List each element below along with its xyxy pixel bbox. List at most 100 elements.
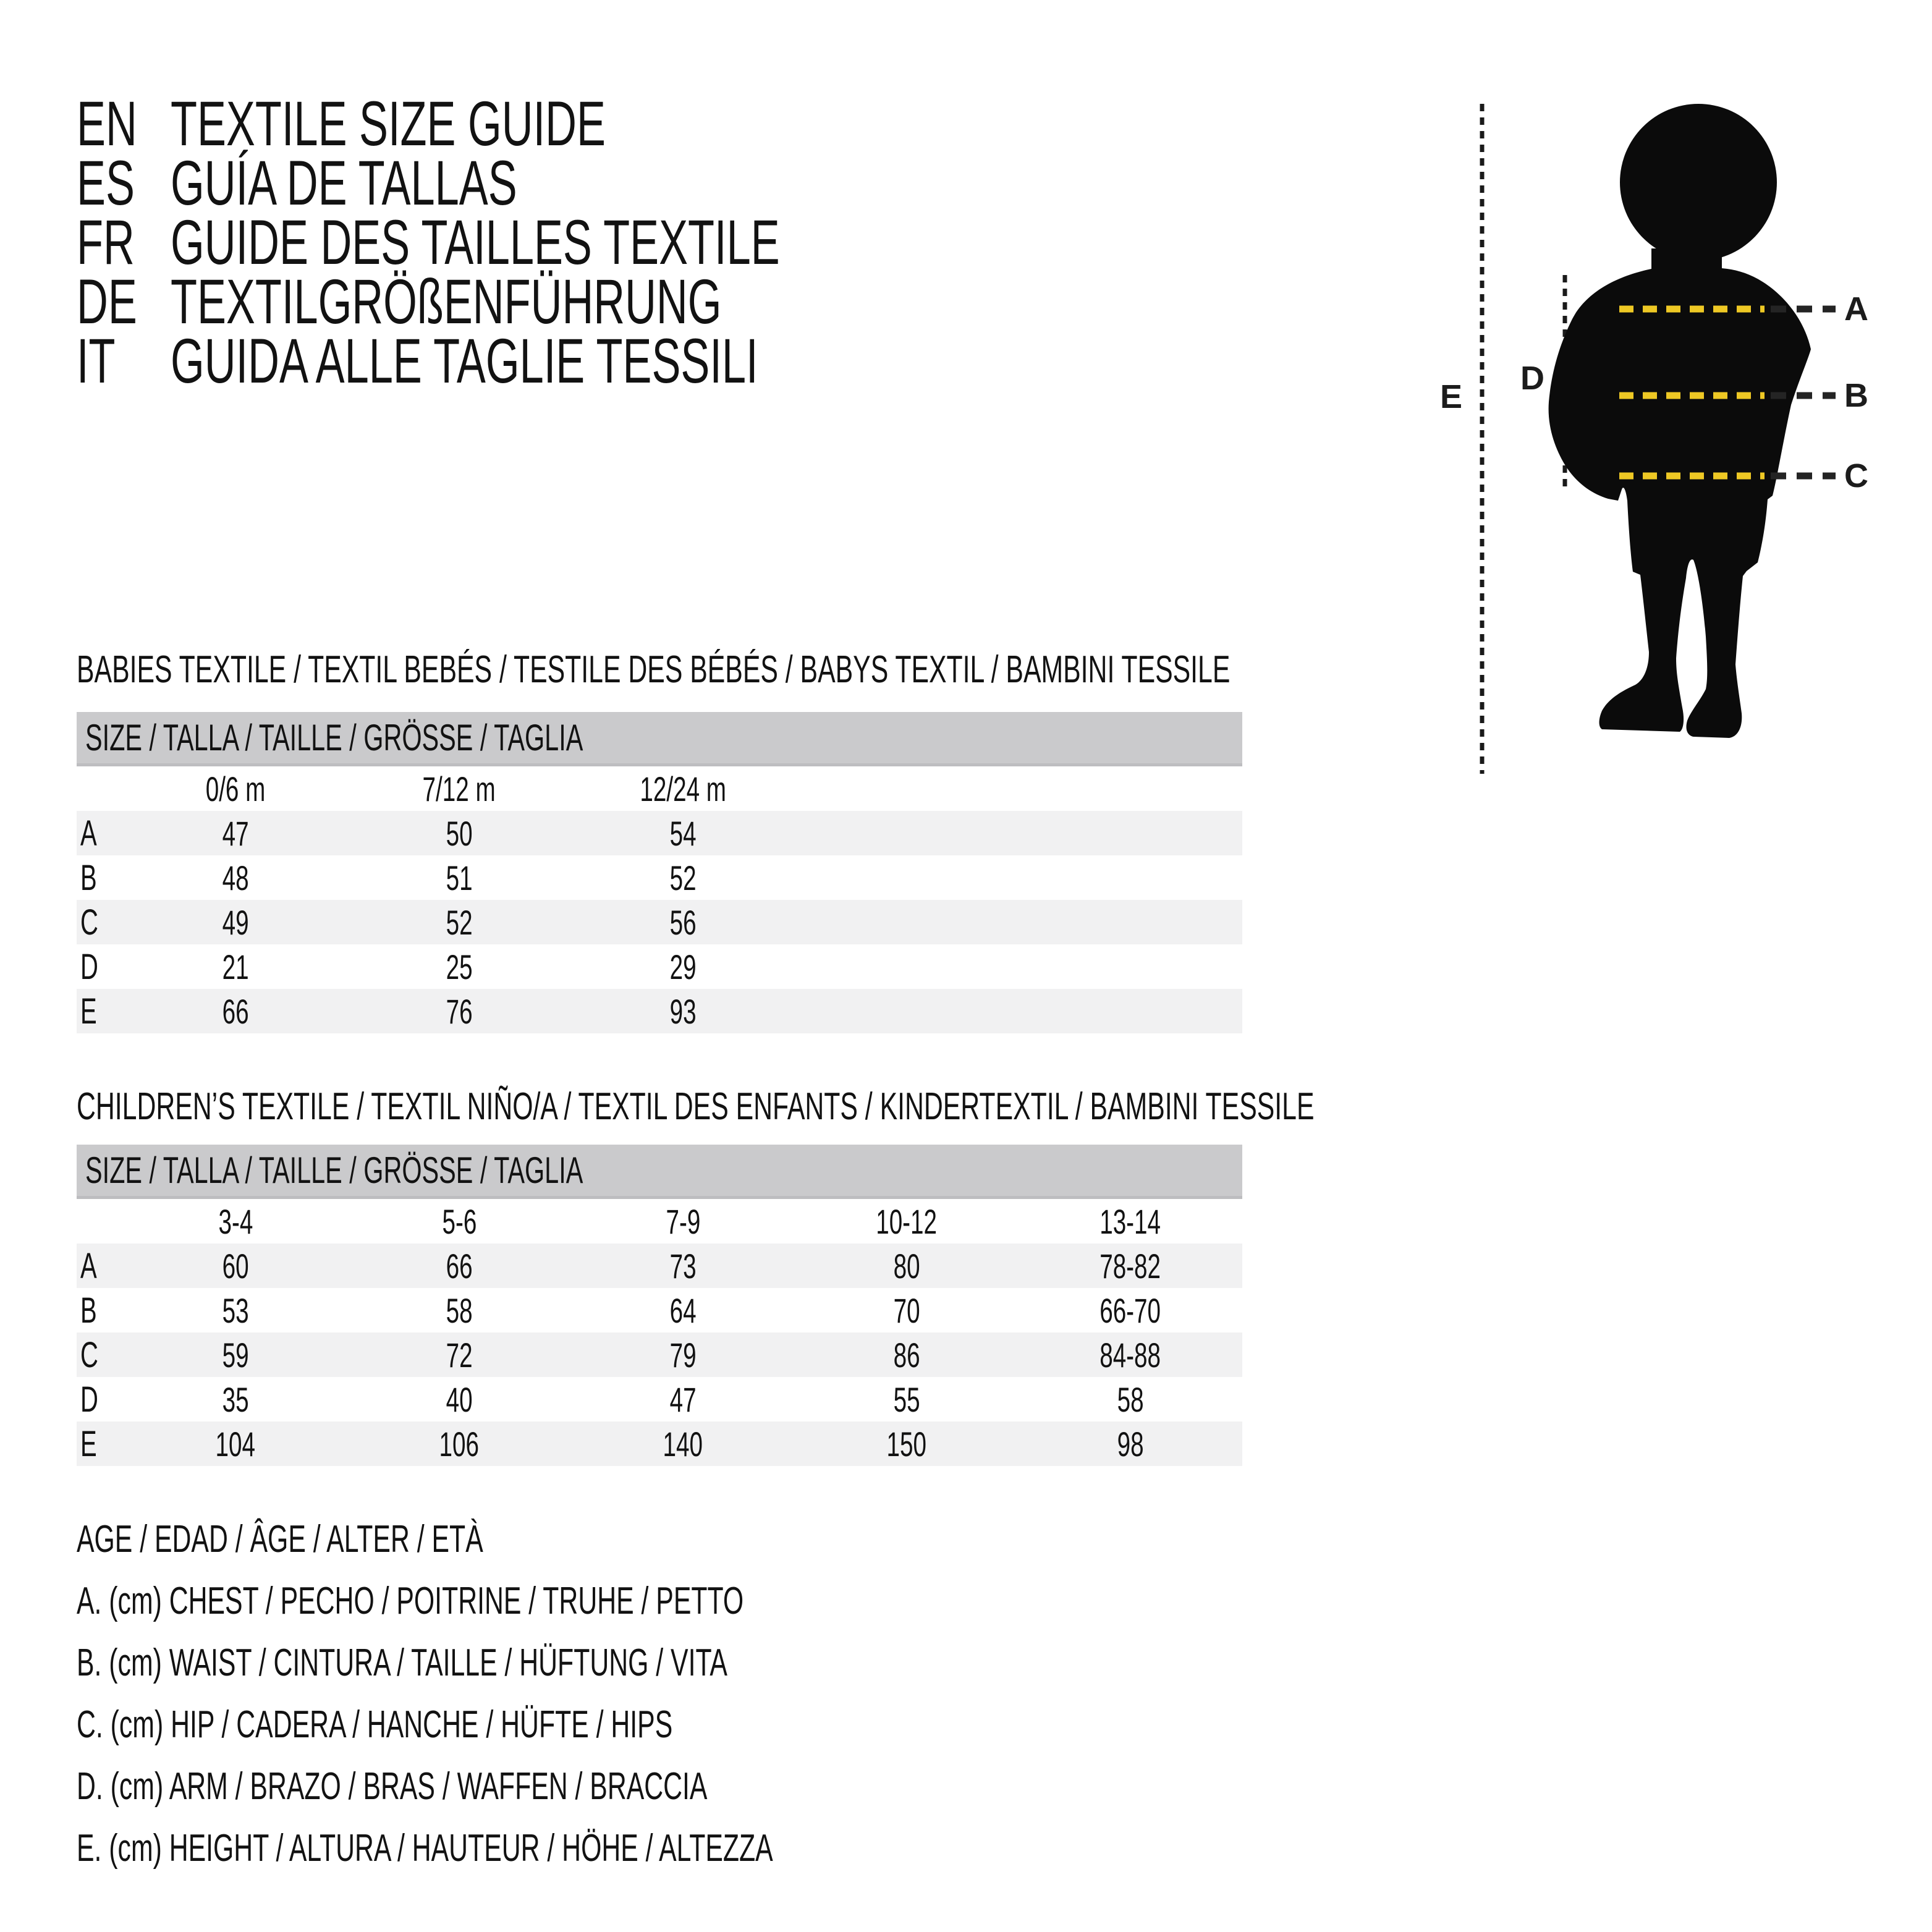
table-cell: 79	[669, 1335, 697, 1375]
language-row-it: IT GUIDA ALLE TAGLIE TESSILI	[77, 326, 1054, 396]
table-cell: 72	[446, 1335, 473, 1375]
babies-size-header-band: SIZE / TALLA / TAILLE / GRÖSSE / TAGLIA	[77, 712, 1242, 766]
table-cell: 66	[446, 1246, 473, 1286]
table-cell: 80	[893, 1246, 920, 1286]
table-row-C: C 49 52 56	[77, 900, 1242, 944]
language-code: ES	[77, 147, 135, 218]
language-guide-title: GUIDA ALLE TAGLIE TESSILI	[171, 325, 758, 396]
table-cell: 51	[446, 858, 473, 897]
babies-section-title: BABIES TEXTILE / TEXTIL BEBÉS / TESTILE …	[77, 648, 1231, 691]
table-cell: 35	[222, 1379, 249, 1419]
row-label: E	[80, 991, 97, 1032]
table-cell: 47	[222, 813, 249, 853]
silhouette-head	[1620, 104, 1777, 261]
child-silhouette-diagram: E D A B C	[1440, 104, 1868, 774]
language-guide-title: TEXTILE SIZE GUIDE	[171, 88, 606, 159]
table-cell: 55	[893, 1379, 920, 1419]
column-header: 5-6	[442, 1201, 477, 1241]
measure-label-D: D	[1520, 360, 1544, 397]
table-cell: 140	[663, 1424, 703, 1464]
table-cell: 66	[222, 991, 249, 1031]
legend-line-chest: A. (cm) CHEST / PECHO / POITRINE / TRUHE…	[77, 1579, 744, 1622]
table-row-B: B 53 58 64 70 66-70	[77, 1288, 1242, 1332]
row-label: E	[80, 1423, 97, 1464]
table-row-E: E 104 106 140 150 98	[77, 1421, 1242, 1466]
children-column-headers: 3-4 5-6 7-9 10-12 13-14	[77, 1199, 1242, 1244]
table-cell: 49	[222, 902, 249, 942]
table-cell: 53	[222, 1290, 249, 1330]
table-cell: 76	[446, 991, 473, 1031]
language-guide-title: GUÍA DE TALLAS	[171, 147, 517, 218]
table-cell: 29	[669, 947, 697, 986]
table-cell: 66-70	[1099, 1290, 1161, 1330]
row-label: D	[80, 1379, 98, 1420]
table-cell: 58	[1117, 1379, 1144, 1419]
table-row-B: B 48 51 52	[77, 855, 1242, 900]
table-cell: 150	[886, 1424, 927, 1464]
row-label: B	[80, 857, 97, 898]
table-cell: 58	[446, 1290, 473, 1330]
silhouette-body	[1548, 248, 1811, 738]
row-label: B	[80, 1290, 97, 1331]
table-cell: 40	[446, 1379, 473, 1419]
measurement-legend: AGE / EDAD / ÂGE / ALTER / ETÀ A. (cm) C…	[77, 1508, 1086, 1879]
table-cell: 47	[669, 1379, 697, 1419]
table-cell: 106	[439, 1424, 480, 1464]
measure-label-C: C	[1844, 457, 1868, 494]
table-row-A: A 47 50 54	[77, 811, 1242, 855]
children-section-title: CHILDREN’S TEXTILE / TEXTIL NIÑO/A / TEX…	[77, 1085, 1315, 1128]
child-silhouette	[1548, 104, 1811, 738]
language-code: FR	[77, 206, 135, 278]
table-cell: 86	[893, 1335, 920, 1375]
legend-line-age: AGE / EDAD / ÂGE / ALTER / ETÀ	[77, 1517, 483, 1561]
column-header: 0/6 m	[205, 769, 266, 808]
language-code: IT	[77, 325, 116, 396]
language-code: DE	[77, 266, 137, 337]
table-cell: 56	[669, 902, 697, 942]
table-row-A: A 60 66 73 80 78-82	[77, 1244, 1242, 1288]
row-label: C	[80, 1334, 98, 1375]
legend-line-hip: C. (cm) HIP / CADERA / HANCHE / HÜFTE / …	[77, 1703, 673, 1746]
language-row-de: DE TEXTILGRÖßENFÜHRUNG	[77, 266, 1054, 337]
table-cell: 70	[893, 1290, 920, 1330]
table-cell: 93	[669, 991, 697, 1031]
babies-size-table: SIZE / TALLA / TAILLE / GRÖSSE / TAGLIA …	[77, 712, 1242, 1033]
column-header: 7-9	[666, 1201, 700, 1241]
language-row-es: ES GUÍA DE TALLAS	[77, 148, 1054, 218]
measure-label-B: B	[1844, 377, 1868, 414]
legend-line-arm: D. (cm) ARM / BRAZO / BRAS / WAFFEN / BR…	[77, 1765, 708, 1808]
column-header: 3-4	[218, 1201, 253, 1241]
column-header: 12/24 m	[640, 769, 726, 808]
column-header: 10-12	[876, 1201, 938, 1241]
row-label: A	[80, 813, 97, 854]
table-cell: 54	[669, 813, 697, 853]
legend-line-height: E. (cm) HEIGHT / ALTURA / HAUTEUR / HÖHE…	[77, 1826, 773, 1870]
table-cell: 50	[446, 813, 473, 853]
row-label: D	[80, 946, 98, 987]
table-cell: 98	[1117, 1424, 1144, 1464]
measurement-diagram: E D A B C	[1434, 93, 1904, 791]
column-header: 7/12 m	[422, 769, 496, 808]
table-cell: 64	[669, 1290, 697, 1330]
table-cell: 73	[669, 1246, 697, 1286]
children-size-table: SIZE / TALLA / TAILLE / GRÖSSE / TAGLIA …	[77, 1145, 1242, 1466]
legend-line-waist: B. (cm) WAIST / CINTURA / TAILLE / HÜFTU…	[77, 1641, 727, 1684]
row-label: A	[80, 1245, 97, 1286]
table-cell: 21	[222, 947, 249, 986]
children-size-header-band: SIZE / TALLA / TAILLE / GRÖSSE / TAGLIA	[77, 1145, 1242, 1199]
measure-label-A: A	[1844, 290, 1868, 328]
table-cell: 104	[215, 1424, 256, 1464]
measure-label-E: E	[1440, 378, 1462, 415]
language-guide-title: TEXTILGRÖßENFÜHRUNG	[171, 266, 722, 337]
table-cell: 25	[446, 947, 473, 986]
language-code: EN	[77, 88, 137, 159]
table-row-D: D 35 40 47 55 58	[77, 1377, 1242, 1421]
table-cell: 84-88	[1099, 1335, 1161, 1375]
table-cell: 59	[222, 1335, 249, 1375]
table-cell: 52	[669, 858, 697, 897]
table-row-C: C 59 72 79 86 84-88	[77, 1332, 1242, 1377]
table-cell: 78-82	[1099, 1246, 1161, 1286]
language-guide-title: GUIDE DES TAILLES TEXTILE	[171, 206, 780, 278]
babies-column-headers: 0/6 m 7/12 m 12/24 m	[77, 766, 1242, 811]
language-row-fr: FR GUIDE DES TAILLES TEXTILE	[77, 207, 1054, 278]
